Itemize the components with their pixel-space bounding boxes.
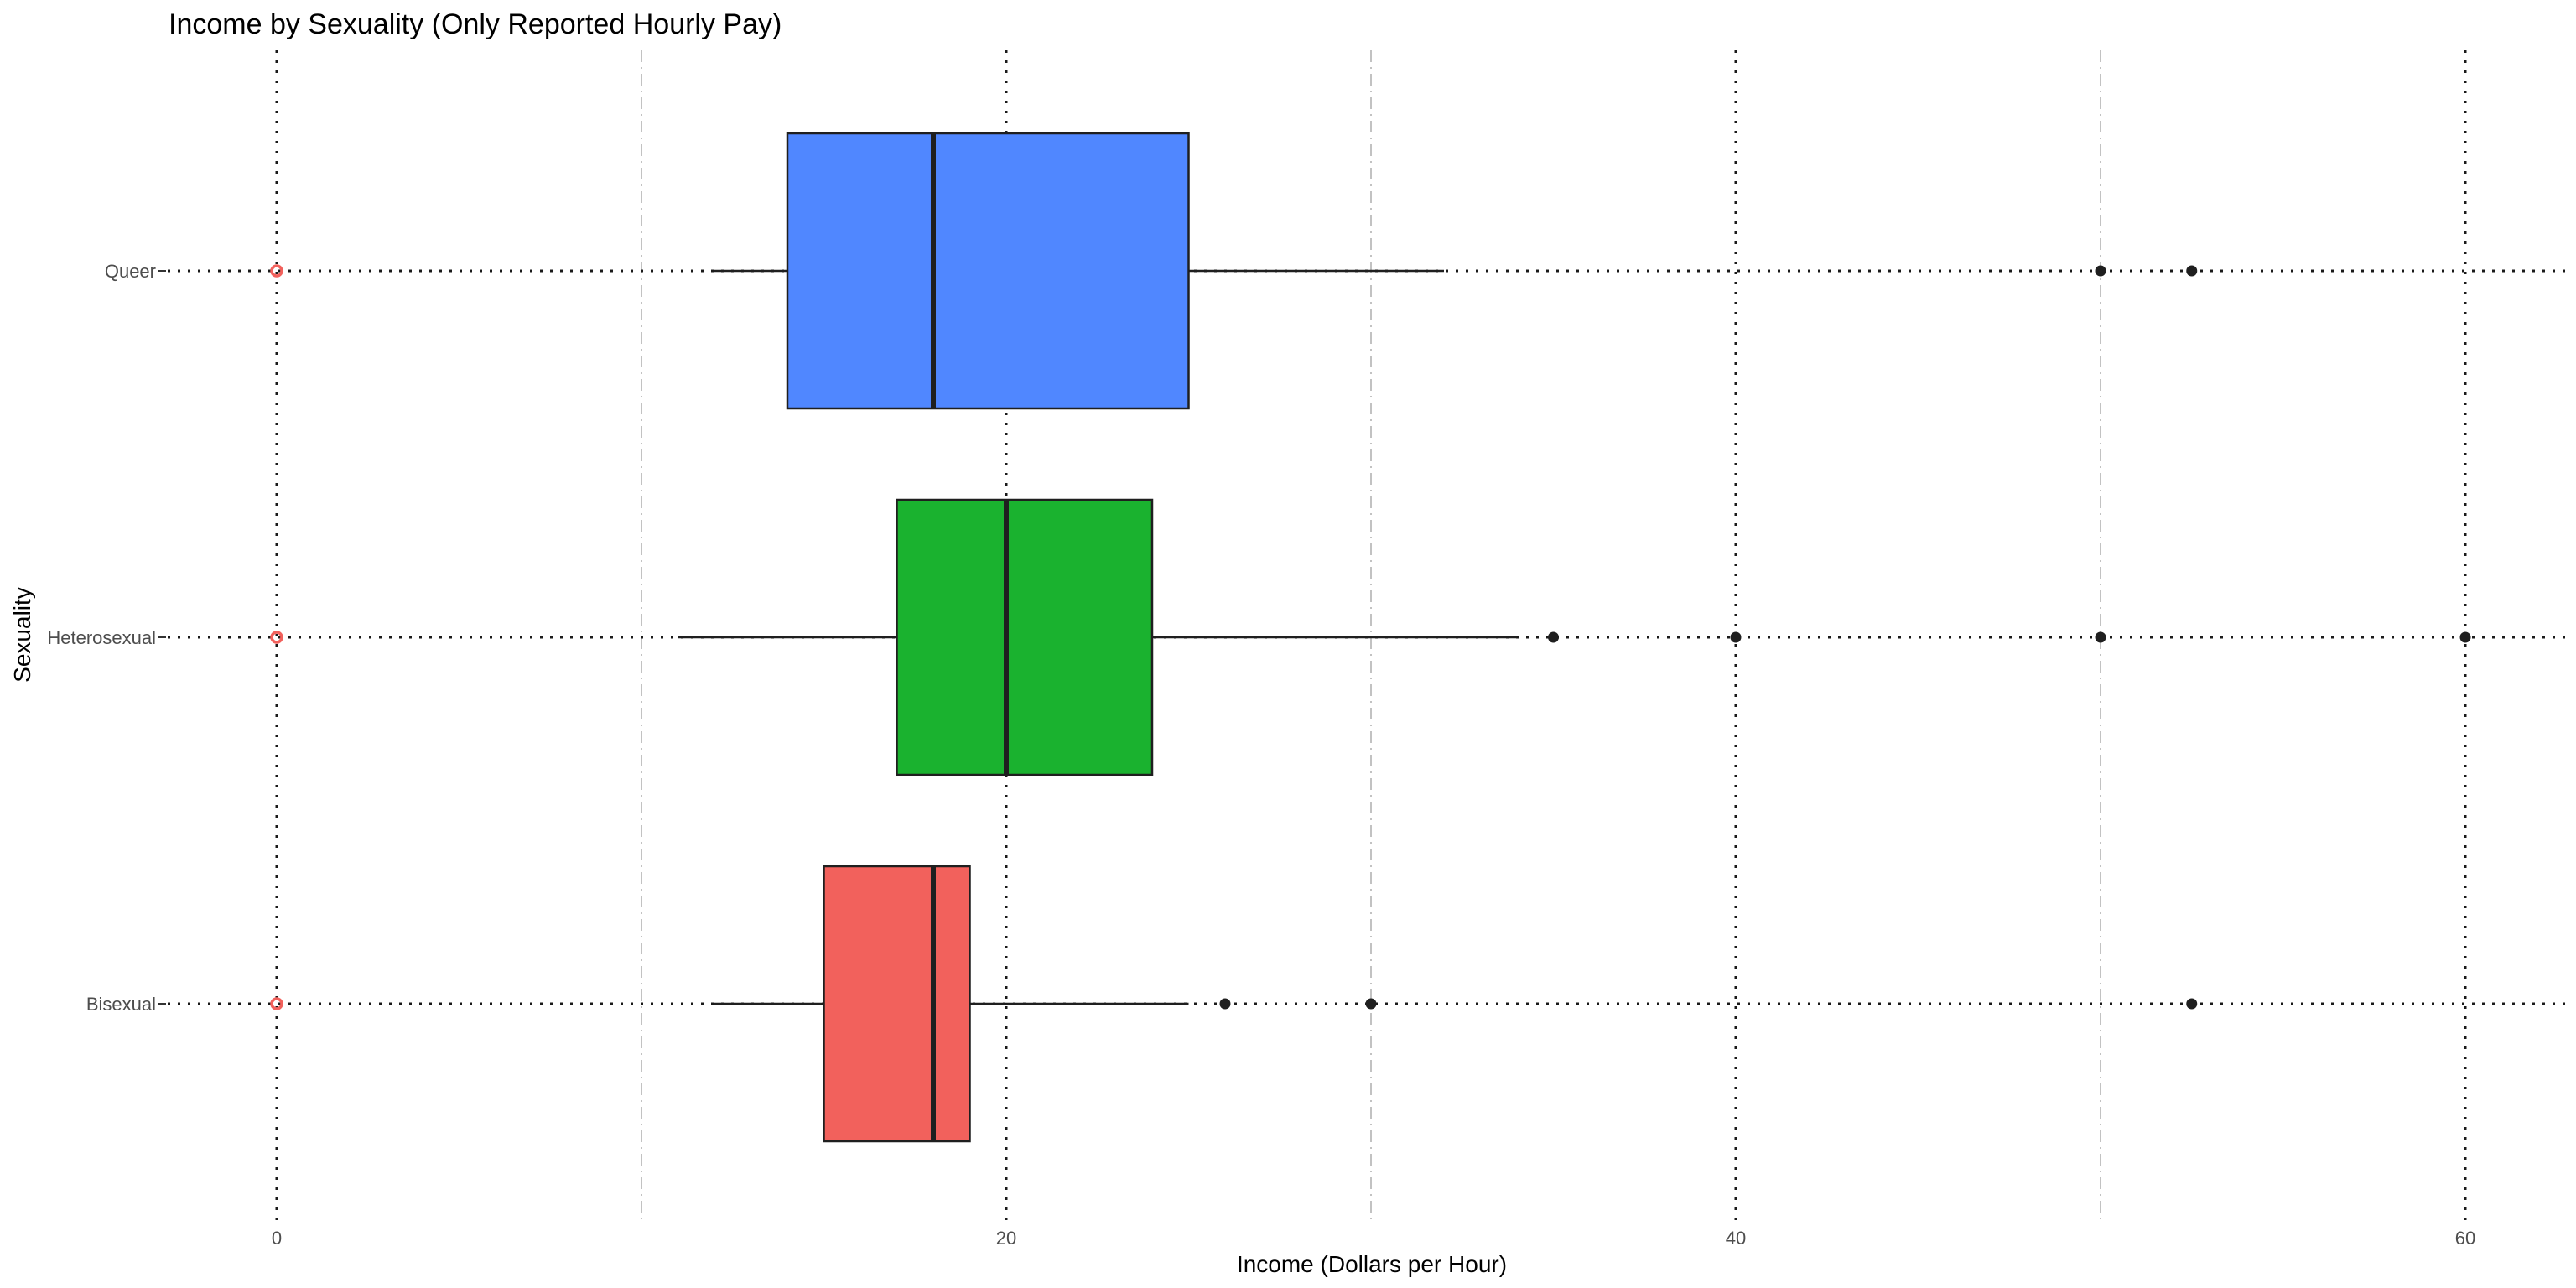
box-group-heterosexual bbox=[270, 498, 2471, 776]
zero-marker bbox=[270, 264, 283, 278]
box-group-queer bbox=[270, 132, 2198, 410]
outlier-point bbox=[1219, 998, 1231, 1010]
box-group-bisexual bbox=[270, 865, 2198, 1143]
axis-layer: 0 20 40 60 Queer Heterosexual Bisexual bbox=[47, 261, 2475, 1249]
y-tick-label-queer: Queer bbox=[105, 261, 156, 282]
box-iqr bbox=[823, 865, 971, 1143]
chart-title: Income by Sexuality (Only Reported Hourl… bbox=[169, 8, 782, 40]
outlier-point bbox=[2095, 631, 2106, 643]
y-axis-title: Sexuality bbox=[9, 587, 35, 683]
x-tick-label: 40 bbox=[1726, 1228, 1746, 1249]
outlier-point bbox=[2459, 631, 2471, 643]
x-tick-label: 20 bbox=[996, 1228, 1016, 1249]
x-tick-label: 0 bbox=[272, 1228, 282, 1249]
outlier-point bbox=[2186, 265, 2198, 277]
x-axis-title: Income (Dollars per Hour) bbox=[1237, 1251, 1507, 1277]
outlier-point bbox=[2186, 998, 2198, 1010]
zero-marker bbox=[270, 631, 283, 644]
box-layer bbox=[270, 132, 2471, 1143]
outlier-point bbox=[1548, 631, 1559, 643]
y-tick-label-heterosexual: Heterosexual bbox=[47, 627, 156, 648]
zero-marker bbox=[270, 997, 283, 1010]
outlier-point bbox=[2095, 265, 2106, 277]
outlier-point bbox=[1730, 631, 1742, 643]
outlier-point bbox=[1365, 998, 1377, 1010]
box-iqr bbox=[896, 498, 1154, 776]
box-iqr bbox=[786, 132, 1190, 410]
y-tick-label-bisexual: Bisexual bbox=[86, 994, 156, 1015]
x-tick-label: 60 bbox=[2455, 1228, 2475, 1249]
